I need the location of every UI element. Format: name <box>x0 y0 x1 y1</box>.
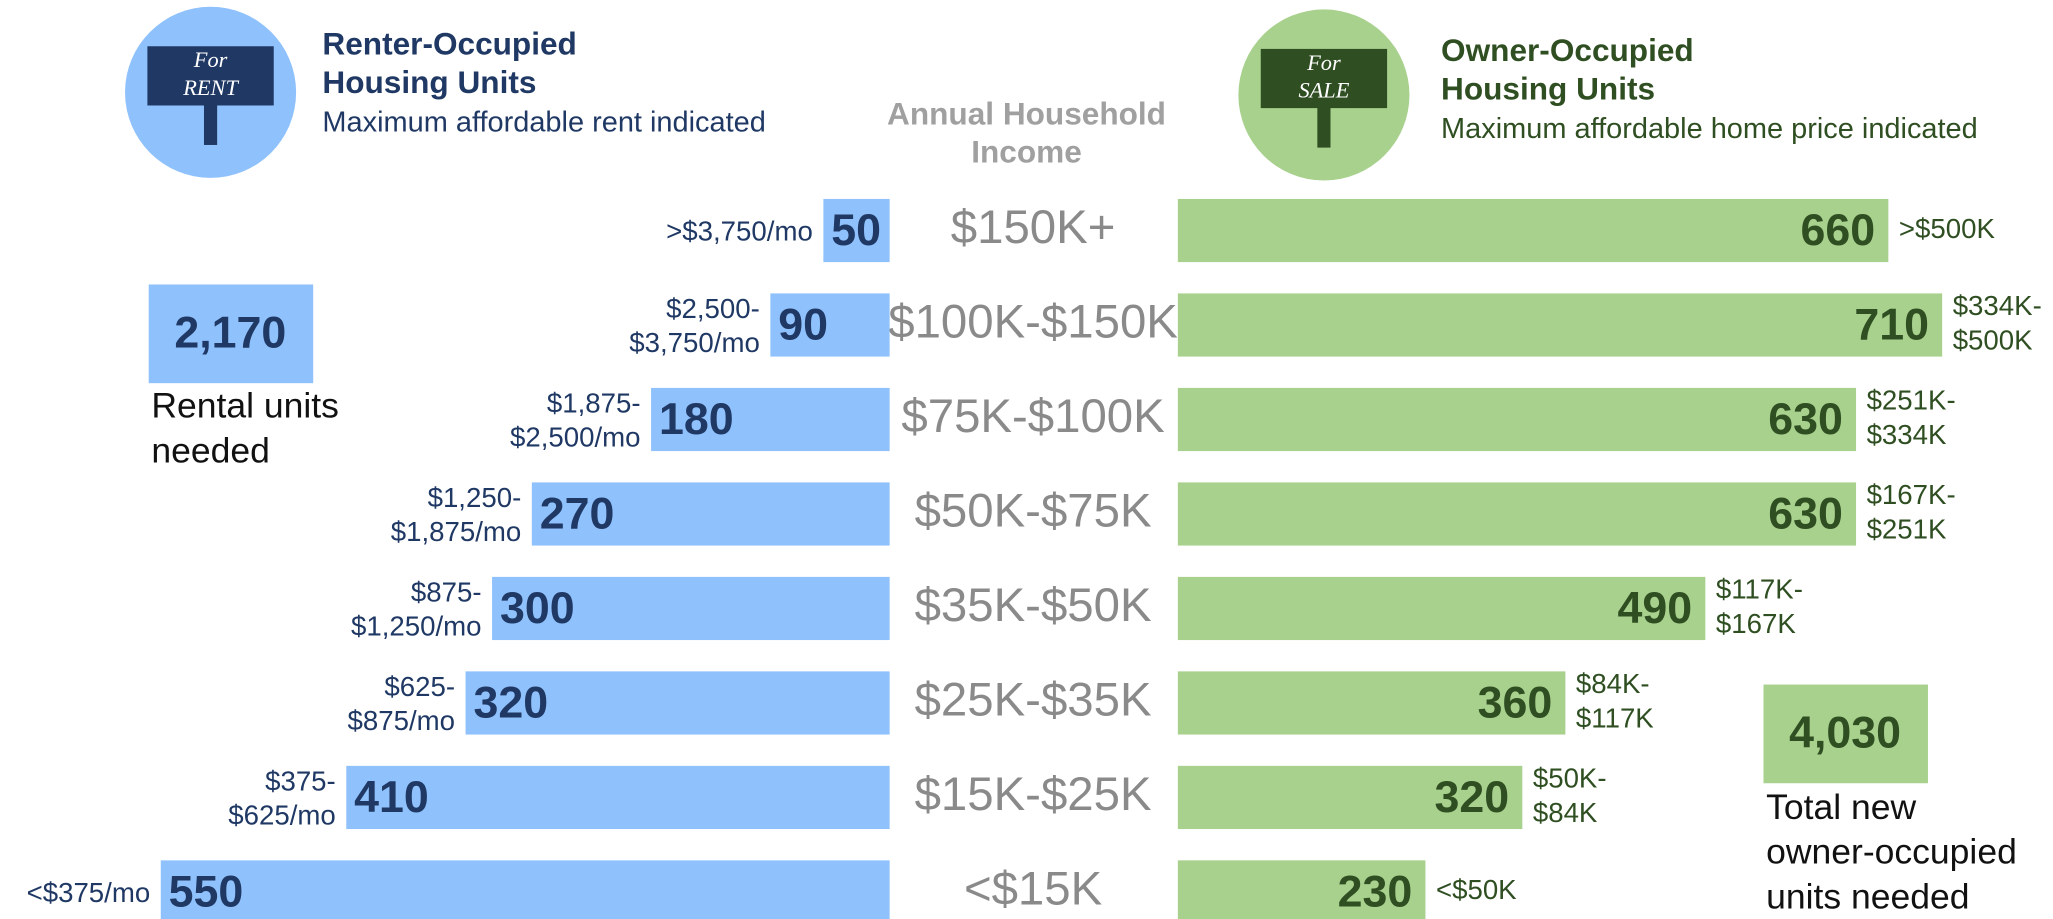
category-label: <$15K <box>964 862 1103 915</box>
total-value: 2,170 <box>174 308 286 358</box>
sign-post <box>203 102 218 145</box>
renter-bar <box>492 576 890 641</box>
owner-bar <box>1177 387 1857 452</box>
range-label: $251K- <box>1867 385 1956 416</box>
side-title: Renter-Occupied <box>322 26 576 62</box>
owner-bar <box>1177 671 1566 735</box>
range-label: $3,750/mo <box>629 327 760 358</box>
renter-value: 320 <box>473 677 548 727</box>
sign-post <box>1317 105 1331 148</box>
owner-bar <box>1177 765 1523 830</box>
range-label: $1,250/mo <box>351 611 482 642</box>
total-box <box>1763 684 1928 784</box>
owner-value: 320 <box>1435 772 1510 822</box>
range-label: $1,250- <box>428 482 522 513</box>
range-label: $334K- <box>1953 290 2042 321</box>
range-label: $625/mo <box>228 799 336 830</box>
side-subtitle: Maximum affordable home price indicated <box>1441 113 1978 145</box>
range-label: $117K <box>1576 702 1654 733</box>
owner-bar <box>1177 576 1706 641</box>
range-label: >$500K <box>1899 213 1996 244</box>
range-label: $375- <box>265 765 336 796</box>
category-label: $15K-$25K <box>915 768 1152 821</box>
renter-bar <box>823 198 890 263</box>
total-text: Rental units <box>151 386 339 426</box>
range-label: $117K- <box>1716 574 1803 605</box>
total-text: owner-occupied <box>1766 832 2017 872</box>
renter-bar <box>531 482 890 546</box>
owner-bar <box>1177 482 1857 546</box>
range-label: $875/mo <box>348 705 456 736</box>
renter-value: 300 <box>500 583 575 633</box>
renter-value: 90 <box>778 299 828 349</box>
center-header: Income <box>971 134 1082 170</box>
renter-value: 50 <box>831 205 881 255</box>
owner-value: 490 <box>1618 583 1693 633</box>
range-label: $84K <box>1533 797 1598 828</box>
range-label: <$375/mo <box>27 877 151 908</box>
sign-board <box>147 46 274 106</box>
range-label: $1,875- <box>547 387 641 418</box>
sign-text: For <box>1306 50 1341 75</box>
sign-text: SALE <box>1298 77 1349 102</box>
renter-value: 270 <box>540 488 615 538</box>
range-label: $334K <box>1867 419 1947 450</box>
total-box <box>148 284 314 384</box>
sign-text: RENT <box>182 75 239 100</box>
owner-value: 710 <box>1854 299 1929 349</box>
renter-bar <box>651 387 890 452</box>
range-label: $1,875/mo <box>391 516 522 547</box>
range-label: $875- <box>411 576 482 607</box>
total-text: Total new <box>1766 787 1916 827</box>
range-label: <$50K <box>1436 874 1517 905</box>
range-label: $625- <box>384 671 455 702</box>
renter-bar <box>770 293 890 357</box>
total-value: 4,030 <box>1789 708 1901 758</box>
range-label: $167K <box>1716 608 1796 639</box>
range-label: $500K <box>1953 324 2033 355</box>
sign-text: For <box>193 47 228 72</box>
owner-bar <box>1177 860 1426 919</box>
category-label: $100K-$150K <box>888 296 1178 349</box>
renter-bar <box>346 765 890 830</box>
owner-value: 230 <box>1338 866 1413 916</box>
category-label: $50K-$75K <box>915 484 1152 537</box>
center-header: Annual Household <box>887 95 1166 131</box>
range-label: >$3,750/mo <box>666 215 813 246</box>
range-label: $2,500- <box>666 293 760 324</box>
renter-value: 550 <box>169 866 244 916</box>
renter-bar <box>160 860 890 919</box>
range-label: $2,500/mo <box>510 422 641 453</box>
renter-value: 410 <box>354 772 429 822</box>
side-subtitle: Maximum affordable rent indicated <box>322 107 765 139</box>
owner-value: 660 <box>1801 205 1876 255</box>
owner-value: 630 <box>1768 394 1843 444</box>
category-label: $35K-$50K <box>915 579 1152 632</box>
renter-value: 180 <box>659 394 734 444</box>
total-text: needed <box>151 430 270 470</box>
owner-value: 360 <box>1478 677 1553 727</box>
category-label: $150K+ <box>951 201 1116 254</box>
range-label: $251K <box>1867 513 1947 544</box>
sign-board <box>1260 48 1388 109</box>
range-label: $84K- <box>1576 668 1650 699</box>
owner-bar <box>1177 293 1943 357</box>
owner-bar <box>1177 198 1889 263</box>
category-label: $25K-$35K <box>915 673 1152 726</box>
range-label: $167K- <box>1867 479 1956 510</box>
category-label: $75K-$100K <box>901 390 1165 443</box>
range-label: $50K- <box>1533 763 1607 794</box>
renter-bar <box>465 671 890 735</box>
total-text: units needed <box>1766 876 1969 916</box>
side-title: Housing Units <box>1441 70 1655 106</box>
side-title: Housing Units <box>322 64 536 100</box>
side-title: Owner-Occupied <box>1441 32 1694 68</box>
owner-value: 630 <box>1768 488 1843 538</box>
